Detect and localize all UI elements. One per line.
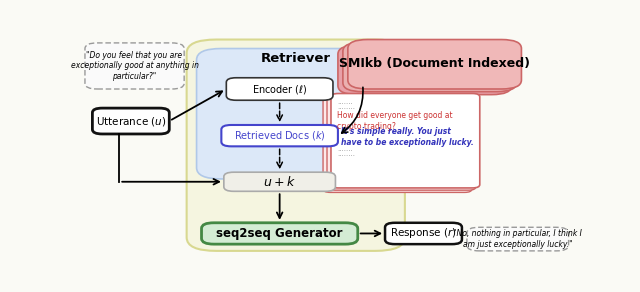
FancyBboxPatch shape xyxy=(331,93,480,188)
FancyBboxPatch shape xyxy=(92,108,169,134)
Text: "No, nothing in particular, I think I
am just exceptionally lucky.": "No, nothing in particular, I think I am… xyxy=(453,230,582,249)
FancyBboxPatch shape xyxy=(385,223,462,244)
Text: Encoder ($\ell$): Encoder ($\ell$) xyxy=(252,83,307,95)
Text: ........: ........ xyxy=(337,151,355,157)
FancyBboxPatch shape xyxy=(85,43,184,89)
FancyBboxPatch shape xyxy=(224,172,335,191)
Text: $u + k$: $u + k$ xyxy=(263,175,296,189)
Text: Response ($r$): Response ($r$) xyxy=(390,227,457,240)
FancyBboxPatch shape xyxy=(323,98,472,192)
FancyBboxPatch shape xyxy=(467,227,568,251)
Text: SMIkb (Document Indexed): SMIkb (Document Indexed) xyxy=(339,57,530,70)
FancyBboxPatch shape xyxy=(227,78,333,100)
Text: It's simple really. You just
have to be exceptionally lucky.: It's simple really. You just have to be … xyxy=(341,127,474,147)
FancyBboxPatch shape xyxy=(338,45,511,95)
Text: Retriever: Retriever xyxy=(260,52,331,65)
Text: Utterance ($u$): Utterance ($u$) xyxy=(95,114,166,128)
Text: "Do you feel that you are
exceptionally good at anything in
particular?": "Do you feel that you are exceptionally … xyxy=(70,51,198,81)
FancyBboxPatch shape xyxy=(202,223,358,244)
Text: .......: ....... xyxy=(337,146,353,152)
FancyBboxPatch shape xyxy=(221,125,338,146)
Text: Retrieved Docs ($k$): Retrieved Docs ($k$) xyxy=(234,129,326,142)
Text: ........: ........ xyxy=(337,104,355,110)
FancyBboxPatch shape xyxy=(327,96,476,190)
FancyBboxPatch shape xyxy=(187,39,405,251)
Text: .......: ....... xyxy=(337,99,353,105)
FancyBboxPatch shape xyxy=(196,48,395,179)
FancyBboxPatch shape xyxy=(348,39,522,89)
Text: How did everyone get good at
crypto trading?: How did everyone get good at crypto trad… xyxy=(337,112,452,131)
Text: seq2seq Generator: seq2seq Generator xyxy=(216,227,343,240)
FancyBboxPatch shape xyxy=(343,42,516,92)
